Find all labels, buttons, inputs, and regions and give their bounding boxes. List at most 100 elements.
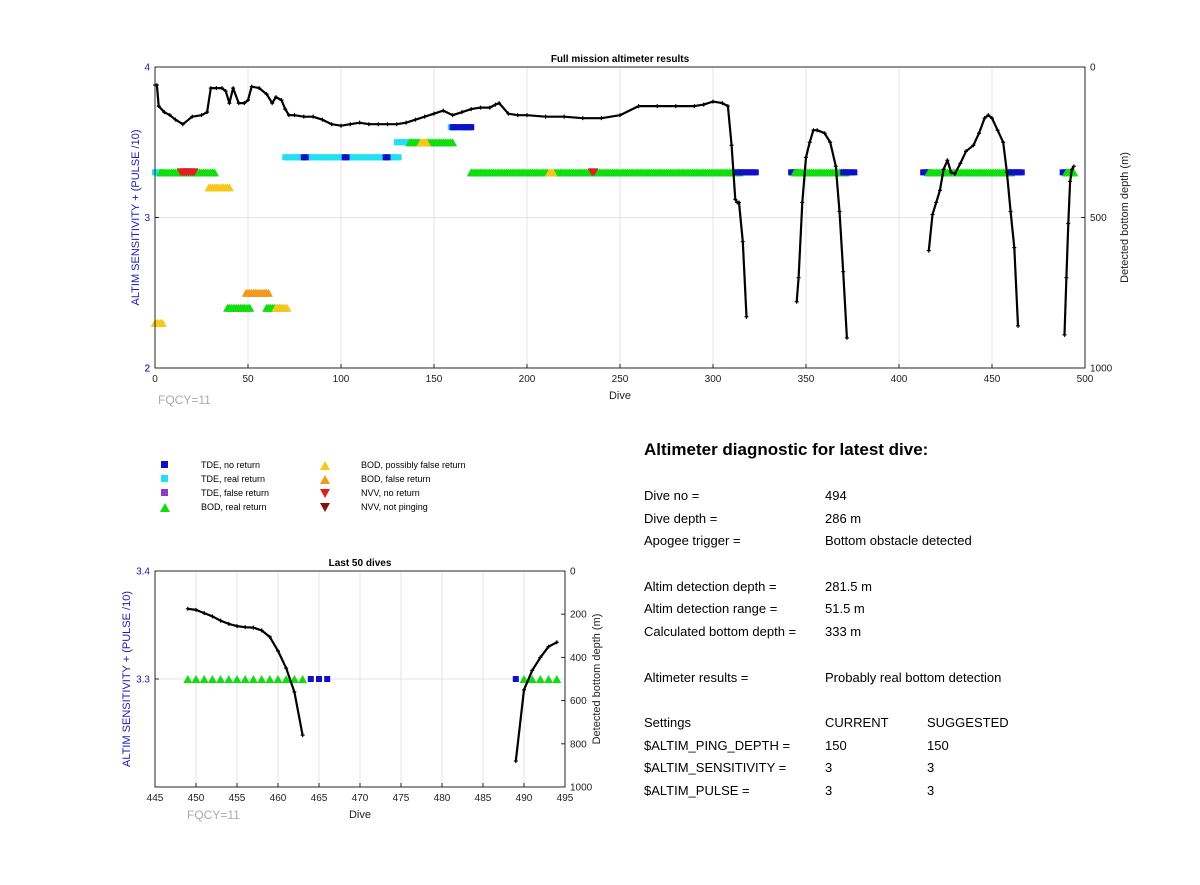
x-tick-label: 460 — [270, 793, 287, 804]
bottom-depth-point — [249, 84, 254, 89]
bottom-depth-point — [701, 102, 706, 107]
marker-triangle — [224, 183, 234, 192]
bottom-depth-point — [210, 614, 215, 619]
y2-tick-label: 800 — [570, 739, 587, 750]
bottom-depth-point — [945, 158, 950, 163]
bottom-depth-point — [822, 131, 827, 136]
bottom-depth-point — [242, 101, 247, 106]
marker-square — [1018, 169, 1025, 176]
bottom-depth-point — [283, 107, 288, 112]
dive-depth-row: Dive depth = 286 m — [644, 511, 1184, 534]
bottom-depth-point — [292, 113, 297, 118]
x-tick-label: 500 — [1077, 374, 1094, 385]
bottom-depth-point — [530, 668, 535, 673]
bottom-depth-point — [1071, 164, 1076, 169]
marker-triangle — [273, 675, 283, 683]
bottom-depth-point — [982, 116, 987, 121]
y-tick-label: 2 — [144, 364, 150, 375]
bottom-depth-point — [655, 104, 660, 109]
bottom-depth-point — [180, 122, 185, 127]
y2-tick-label: 600 — [570, 696, 587, 707]
chart-title: Full mission altimeter results — [551, 54, 690, 65]
marker-square — [851, 169, 858, 176]
x-tick-label: 485 — [475, 793, 492, 804]
row-value: 51.5 m — [825, 601, 865, 617]
bottom-depth-point — [1016, 323, 1021, 328]
x-tick-label: 250 — [612, 374, 629, 385]
bottom-depth-point — [522, 687, 526, 692]
x-tick-label: 100 — [333, 374, 350, 385]
suggested-value: 150 — [927, 737, 949, 753]
marker-triangle — [216, 675, 226, 683]
y-tick-label: 2 — [144, 364, 150, 375]
marker-triangle — [548, 168, 558, 177]
x-tick-label: 470 — [352, 793, 369, 804]
marker-triangle — [544, 675, 554, 683]
bottom-depth-point — [926, 248, 931, 253]
bottom-depth-point — [459, 110, 464, 115]
bottom-depth-point — [156, 104, 161, 109]
marker-square — [384, 154, 391, 161]
y2-axis-label: Detected bottom depth (m) — [1119, 152, 1131, 283]
marker-square — [316, 676, 322, 682]
bottom-depth-point — [348, 122, 353, 127]
marker-square — [307, 676, 314, 682]
bottom-depth-point — [720, 101, 725, 106]
marker-triangle — [199, 675, 209, 683]
bottom-depth-point — [223, 89, 228, 94]
bottom-depth-point — [264, 92, 269, 97]
bottom-depth-point — [618, 113, 622, 118]
bottom-depth-point — [949, 170, 954, 175]
bottom-depth-point — [394, 122, 399, 127]
diagnostic-title: Altimeter diagnostic for latest dive: — [644, 440, 929, 459]
suggested-value: 3 — [927, 782, 935, 798]
bottom-depth-point — [941, 167, 946, 172]
bottom-depth-point — [937, 188, 942, 193]
x-tick-label: 465 — [311, 793, 328, 804]
bottom-depth-point — [259, 628, 264, 633]
bottom-depth-point — [833, 164, 838, 169]
row-value: 281.5 m — [825, 578, 872, 594]
bottom-depth-point — [493, 102, 498, 107]
legend-label: NVV, no return — [361, 488, 420, 498]
row-label: Dive no = — [644, 488, 700, 503]
bottom-depth-point — [513, 759, 518, 764]
bottom-depth-point — [562, 114, 567, 119]
marker-triangle — [282, 303, 292, 312]
marker-square — [453, 124, 460, 131]
bottom-depth-point — [273, 95, 278, 100]
row-label: Altim detection range = — [644, 601, 778, 617]
bottom-depth-point — [270, 101, 275, 106]
marker-triangle — [535, 675, 545, 683]
bottom-depth-point — [376, 122, 381, 127]
bottom-depth-point — [1008, 209, 1013, 214]
x-axis-label: Dive — [609, 390, 631, 402]
legend-label: TDE, no return — [201, 460, 261, 470]
bottom-depth-point — [800, 200, 805, 205]
full-mission-chart: 0 50 100 150 200 250 300 350 400 450 5002342050010… — [130, 54, 1131, 407]
marker-square — [343, 154, 350, 161]
marker-triangle — [207, 675, 217, 683]
bottom-depth-point — [432, 111, 436, 116]
row-label: Calculated bottom depth = — [644, 624, 797, 640]
bottom-depth-point — [497, 101, 502, 106]
y2-tick-label: 400 — [570, 653, 587, 664]
marker-triangle-down — [189, 168, 199, 177]
bottom-depth-point — [422, 114, 427, 119]
calculated-bottom-depth-row: Calculated bottom depth = 333 m — [644, 624, 1184, 647]
bottom-depth-line — [1063, 165, 1075, 335]
bottom-depth-point — [279, 98, 284, 103]
bottom-depth-point — [958, 161, 963, 166]
bottom-depth-point — [194, 607, 198, 612]
marker-triangle — [224, 675, 234, 683]
column-header: CURRENT — [825, 714, 889, 730]
x-tick-label: 445 — [147, 793, 164, 804]
bottom-depth-point — [300, 733, 305, 738]
marker-triangle — [289, 675, 299, 683]
bottom-depth-point — [711, 99, 715, 104]
marker-triangle — [263, 288, 273, 297]
marker-square — [324, 676, 331, 682]
altim-detection-depth-row: Altim detection depth = 281.5 m — [644, 579, 1184, 602]
bottom-depth-point — [636, 104, 641, 109]
legend-swatch-triangle-down-icon — [320, 503, 330, 512]
